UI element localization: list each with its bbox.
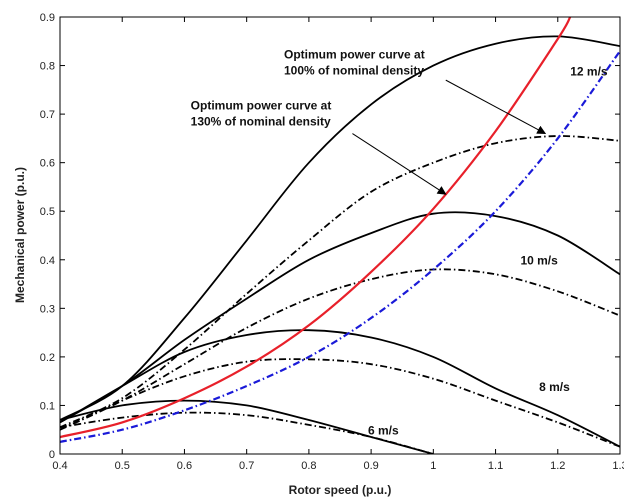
callout-text: Optimum power curve at: [284, 47, 425, 61]
x-tick-label: 1.3: [612, 460, 624, 472]
wind-speed-label: 12 m/s: [570, 64, 608, 78]
y-tick-label: 0.2: [40, 352, 55, 364]
y-axis-title: Mechanical power (p.u.): [13, 167, 27, 303]
series-line-4: [60, 211, 620, 424]
callout-arrow: [445, 79, 547, 134]
series-line-3: [60, 358, 620, 448]
x-tick-label: 0.7: [239, 460, 254, 472]
x-tick-label: 0.9: [363, 460, 378, 472]
y-tick-label: 0.6: [40, 158, 55, 170]
y-tick-label: 0.3: [40, 303, 55, 315]
annotation-layer: 12 m/s 10 m/s 8 m/s 6 m/s Optimum power curv…: [191, 47, 608, 437]
callout-text: 100% of nominal density: [284, 63, 424, 77]
wind-speed-label: 6 m/s: [368, 424, 399, 438]
series-line-9: [60, 50, 620, 443]
x-tick-label: 0.8: [301, 460, 316, 472]
y-tick-label: 0.1: [40, 400, 55, 412]
y-tick-label: 0.4: [40, 255, 55, 267]
callout-text: Optimum power curve at: [191, 98, 332, 112]
wind-speed-label: 8 m/s: [539, 380, 570, 394]
callout-arrow: [352, 133, 447, 195]
y-tick-label: 0: [49, 449, 55, 461]
callout-text: 130% of nominal density: [191, 114, 331, 128]
x-tick-label: 0.4: [52, 460, 67, 472]
x-tick-label: 1.2: [550, 460, 565, 472]
x-tick-label: 0.6: [177, 460, 192, 472]
series-line-0: [60, 399, 434, 454]
series-line-2: [60, 329, 620, 448]
x-tick-label: 1: [430, 460, 436, 472]
plot-frame: [59, 16, 621, 455]
x-tick-label: 0.5: [115, 460, 130, 472]
y-tick-label: 0.8: [40, 61, 55, 73]
wind-speed-label: 10 m/s: [520, 254, 558, 268]
y-tick-label: 0.7: [40, 109, 55, 121]
x-tick-label: 1.1: [488, 460, 503, 472]
series-line-8: [60, 17, 572, 439]
series-layer: [60, 17, 620, 454]
series-line-5: [60, 268, 620, 431]
series-line-1: [60, 411, 434, 454]
tick-layer: 0.4 0.5 0.6 0.7 0.8 0.9 1 1.1 1.2 1.3 0 0.1 0.2 0.3 0.…: [40, 12, 624, 472]
y-tick-label: 0.5: [40, 206, 55, 218]
plot-background: [60, 17, 620, 454]
series-line-7: [60, 135, 620, 429]
series-line-6: [60, 35, 620, 421]
y-tick-label: 0.9: [40, 12, 55, 24]
x-axis-title: Rotor speed (p.u.): [289, 483, 392, 497]
